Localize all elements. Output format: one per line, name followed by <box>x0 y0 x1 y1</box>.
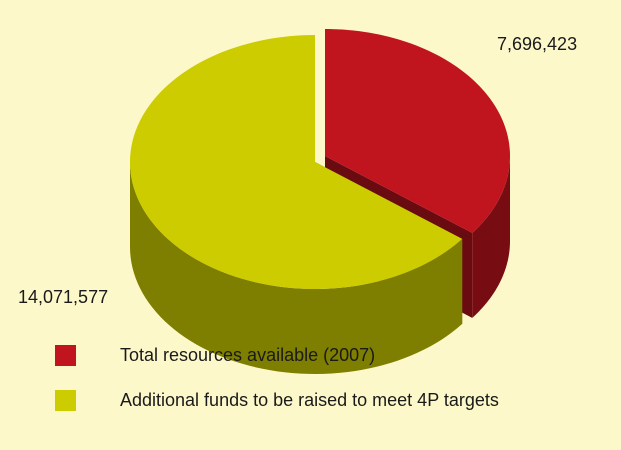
pie-slice <box>130 35 463 289</box>
legend-label: Additional funds to be raised to meet 4P… <box>120 390 499 410</box>
value-label: 7,696,423 <box>497 34 577 54</box>
slice-wall <box>472 156 510 318</box>
value-label: 14,071,577 <box>18 287 108 307</box>
pie <box>130 29 510 374</box>
slice-wall <box>130 162 463 374</box>
legend-swatch <box>55 345 76 366</box>
pie-slice <box>325 29 510 233</box>
legend-swatch <box>55 390 76 411</box>
legend-label: Total resources available (2007) <box>120 345 375 365</box>
